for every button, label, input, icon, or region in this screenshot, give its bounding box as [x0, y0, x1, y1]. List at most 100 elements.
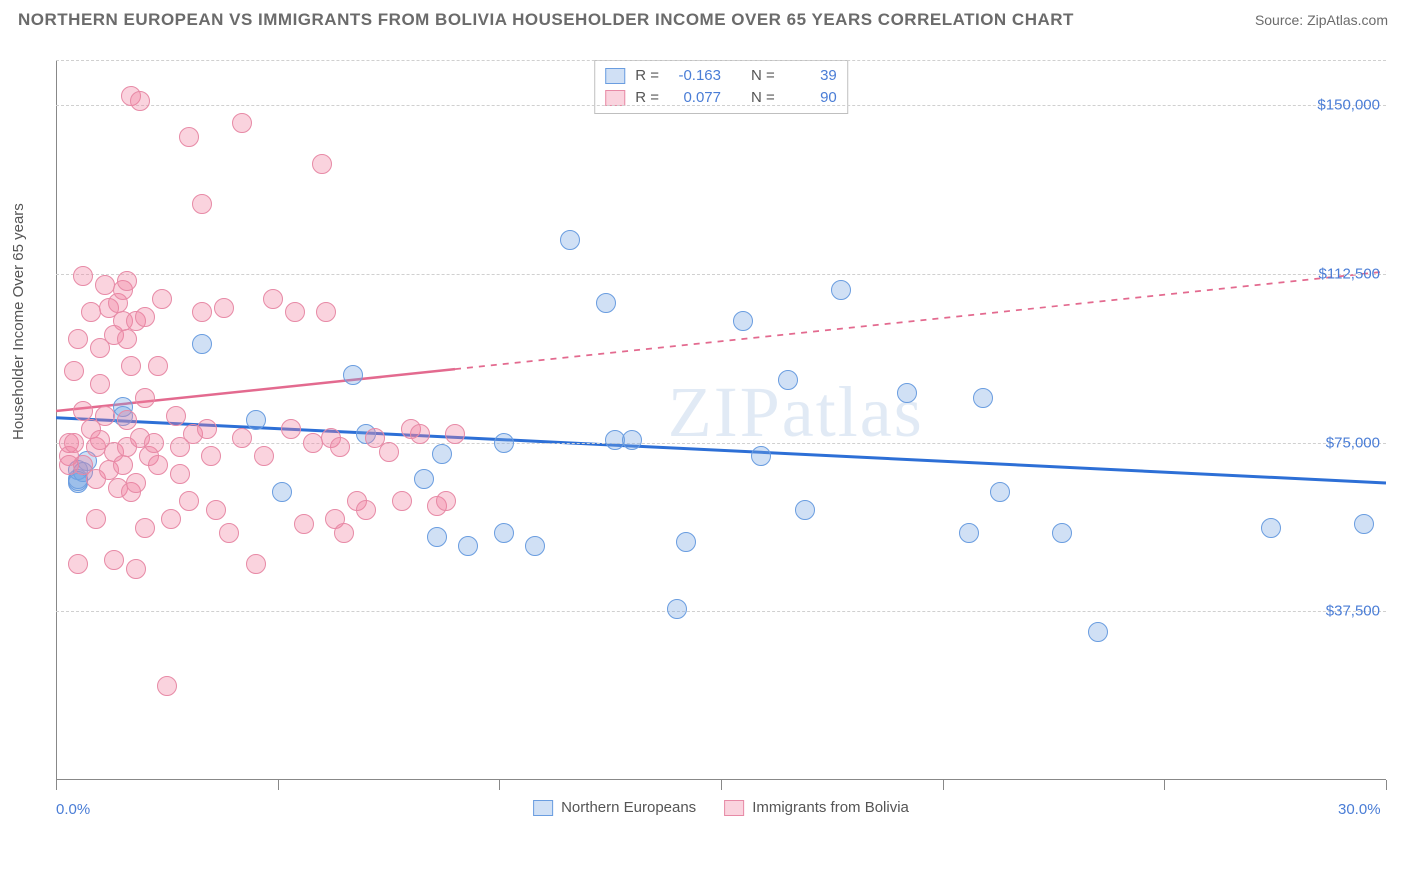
data-point-bolivia	[201, 446, 221, 466]
data-point-northern	[1052, 523, 1072, 543]
trend-lines	[56, 60, 1386, 820]
data-point-northern	[959, 523, 979, 543]
data-point-northern	[622, 430, 642, 450]
x-tick	[943, 780, 944, 790]
data-point-northern	[831, 280, 851, 300]
data-point-bolivia	[192, 194, 212, 214]
data-point-northern	[596, 293, 616, 313]
data-point-northern	[192, 334, 212, 354]
data-point-northern	[676, 532, 696, 552]
grid-line	[56, 611, 1386, 612]
data-point-bolivia	[197, 419, 217, 439]
x-tick	[278, 780, 279, 790]
data-point-bolivia	[232, 428, 252, 448]
data-point-northern	[1088, 622, 1108, 642]
chart-header: NORTHERN EUROPEAN VS IMMIGRANTS FROM BOL…	[18, 10, 1388, 30]
y-tick-label: $112,500	[1319, 265, 1380, 282]
data-point-northern	[667, 599, 687, 619]
data-point-northern	[897, 383, 917, 403]
data-point-bolivia	[392, 491, 412, 511]
correlation-legend-row-1: R = -0.163 N = 39	[605, 65, 837, 87]
data-point-bolivia	[312, 154, 332, 174]
data-point-bolivia	[246, 554, 266, 574]
data-point-bolivia	[334, 523, 354, 543]
chart-source: Source: ZipAtlas.com	[1255, 12, 1388, 28]
chart-title: NORTHERN EUROPEAN VS IMMIGRANTS FROM BOL…	[18, 10, 1074, 30]
data-point-bolivia	[436, 491, 456, 511]
data-point-bolivia	[263, 289, 283, 309]
x-tick	[56, 780, 57, 790]
data-point-bolivia	[166, 406, 186, 426]
data-point-northern	[751, 446, 771, 466]
data-point-bolivia	[113, 455, 133, 475]
data-point-bolivia	[214, 298, 234, 318]
x-tick-label: 30.0%	[1338, 801, 1381, 818]
data-point-bolivia	[126, 559, 146, 579]
y-axis-label: Householder Income Over 65 years	[10, 203, 27, 440]
data-point-bolivia	[219, 523, 239, 543]
data-point-bolivia	[148, 356, 168, 376]
data-point-bolivia	[135, 518, 155, 538]
series-label-bolivia: Immigrants from Bolivia	[752, 799, 909, 816]
data-point-northern	[990, 482, 1010, 502]
data-point-bolivia	[161, 509, 181, 529]
data-point-bolivia	[330, 437, 350, 457]
swatch-bolivia	[724, 800, 744, 816]
y-axis	[56, 60, 57, 780]
n-label: N =	[751, 65, 775, 87]
grid-line	[56, 105, 1386, 106]
data-point-northern	[458, 536, 478, 556]
data-point-bolivia	[206, 500, 226, 520]
data-point-bolivia	[356, 500, 376, 520]
data-point-bolivia	[170, 464, 190, 484]
data-point-bolivia	[104, 550, 124, 570]
grid-line	[56, 60, 1386, 61]
y-tick-label: $150,000	[1317, 97, 1380, 114]
data-point-northern	[1261, 518, 1281, 538]
n-value-northern: 39	[785, 65, 837, 87]
swatch-bolivia	[605, 90, 625, 106]
trend-line-dashed-bolivia	[455, 272, 1386, 370]
data-point-bolivia	[285, 302, 305, 322]
data-point-bolivia	[117, 410, 137, 430]
data-point-bolivia	[64, 361, 84, 381]
data-point-bolivia	[179, 127, 199, 147]
x-tick	[1164, 780, 1165, 790]
x-tick	[499, 780, 500, 790]
data-point-bolivia	[86, 509, 106, 529]
data-point-bolivia	[117, 271, 137, 291]
data-point-bolivia	[121, 356, 141, 376]
data-point-bolivia	[135, 307, 155, 327]
y-tick-label: $37,500	[1326, 603, 1380, 620]
data-point-bolivia	[281, 419, 301, 439]
data-point-bolivia	[130, 91, 150, 111]
x-tick	[1386, 780, 1387, 790]
data-point-northern	[246, 410, 266, 430]
data-point-bolivia	[232, 113, 252, 133]
data-point-bolivia	[254, 446, 274, 466]
grid-line	[56, 274, 1386, 275]
y-tick-label: $75,000	[1326, 434, 1380, 451]
data-point-bolivia	[95, 406, 115, 426]
data-point-bolivia	[316, 302, 336, 322]
x-tick	[721, 780, 722, 790]
data-point-bolivia	[445, 424, 465, 444]
data-point-bolivia	[73, 266, 93, 286]
data-point-bolivia	[117, 329, 137, 349]
data-point-bolivia	[68, 554, 88, 574]
series-legend-item-bolivia: Immigrants from Bolivia	[724, 799, 909, 816]
swatch-northern	[533, 800, 553, 816]
data-point-northern	[778, 370, 798, 390]
data-point-bolivia	[144, 433, 164, 453]
data-point-bolivia	[148, 455, 168, 475]
r-value-northern: -0.163	[669, 65, 721, 87]
series-label-northern: Northern Europeans	[561, 799, 696, 816]
data-point-bolivia	[157, 676, 177, 696]
data-point-bolivia	[135, 388, 155, 408]
data-point-northern	[427, 527, 447, 547]
data-point-bolivia	[179, 491, 199, 511]
data-point-bolivia	[152, 289, 172, 309]
data-point-bolivia	[192, 302, 212, 322]
r-label: R =	[635, 65, 659, 87]
data-point-bolivia	[73, 401, 93, 421]
